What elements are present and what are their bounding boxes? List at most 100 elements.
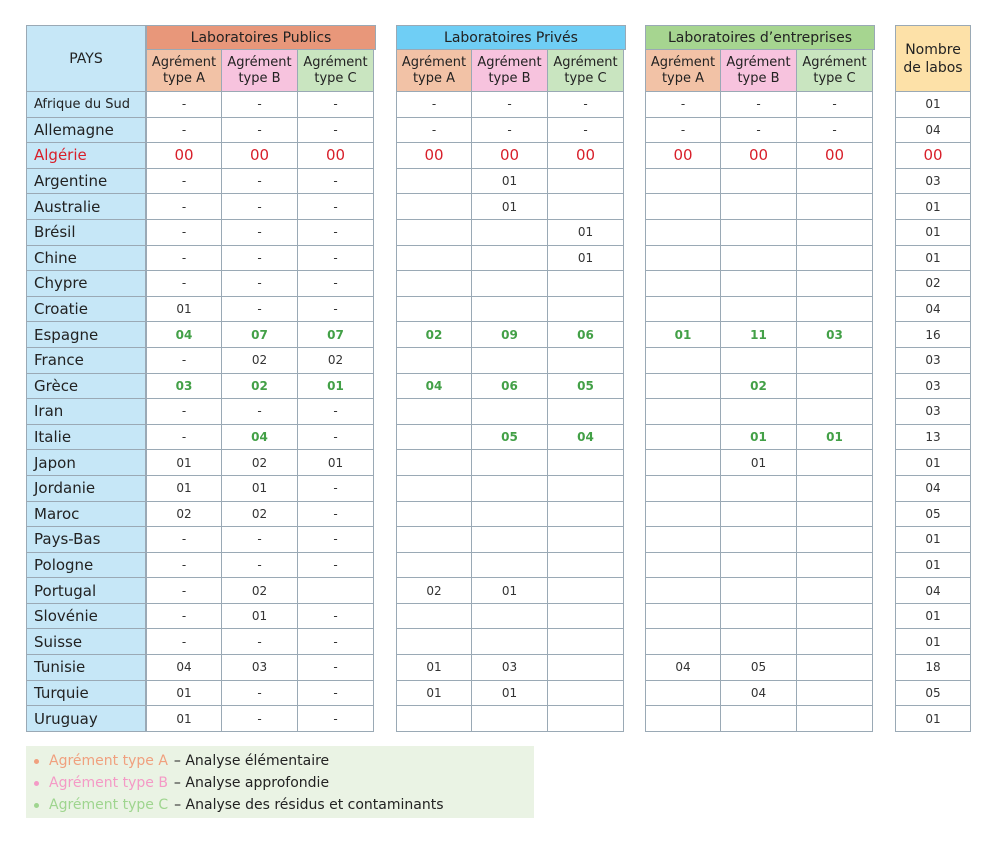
public-type-a-cell: - xyxy=(146,92,222,118)
enterprise-type-b-cell xyxy=(721,603,797,630)
public-row: --- xyxy=(146,92,376,118)
country-cell: Portugal xyxy=(26,578,146,604)
public-row: 04 07 07 xyxy=(146,322,376,348)
public-type-b-cell: - xyxy=(222,296,298,323)
total-cell: 01 xyxy=(895,629,971,656)
public-type-c-cell: - xyxy=(298,92,374,118)
private-type-c-cell: - xyxy=(548,117,624,144)
private-type-b-cell: 05 xyxy=(472,424,548,451)
private-type-a-cell xyxy=(396,347,472,374)
total-cell: 04 xyxy=(895,296,971,323)
private-row xyxy=(396,552,626,579)
enterprise-type-b-cell xyxy=(721,399,797,425)
public-type-a-cell: - xyxy=(146,245,222,272)
enterprise-type-a-cell xyxy=(645,501,721,528)
enterprise-type-b-cell xyxy=(721,168,797,195)
enterprise-row xyxy=(645,578,875,604)
private-row xyxy=(396,271,626,297)
private-type-a-cell xyxy=(396,168,472,195)
private-type-a-cell xyxy=(396,475,472,502)
enterprise-type-b-cell: 05 xyxy=(721,655,797,681)
public-type-a-cell: 01 xyxy=(146,450,222,476)
enterprise-row xyxy=(645,706,875,732)
private-row xyxy=(396,527,626,553)
country-cell: Algérie xyxy=(26,143,146,169)
enterprise-type-b-cell: 01 xyxy=(721,424,797,451)
country-cell: Italie xyxy=(26,424,146,451)
enterprise-type-c-cell xyxy=(797,475,873,502)
public-type-c-cell: 02 xyxy=(298,347,374,374)
enterprise-type-a-cell: 04 xyxy=(645,655,721,681)
public-type-c-cell: 01 xyxy=(298,373,374,400)
enterprise-type-b-cell xyxy=(721,475,797,502)
total-cell: 05 xyxy=(895,501,971,528)
private-type-b-cell xyxy=(472,296,548,323)
country-cell: Suisse xyxy=(26,629,146,656)
enterprise-row xyxy=(645,194,875,220)
enterprise-type-a-cell xyxy=(645,629,721,656)
enterprise-type-a-cell xyxy=(645,552,721,579)
private-type-c-cell: 06 xyxy=(548,322,624,348)
enterprise-type-b-header: Agrément type B xyxy=(721,50,797,92)
private-row: 01 xyxy=(396,219,626,246)
enterprise-type-c-cell: 01 xyxy=(797,424,873,451)
enterprise-row: 00 00 00 xyxy=(645,143,875,169)
enterprise-type-b-cell xyxy=(721,578,797,604)
public-type-c-cell: - xyxy=(298,475,374,502)
public-row: --- xyxy=(146,245,376,272)
total-cell: 03 xyxy=(895,399,971,425)
public-type-a-cell: - xyxy=(146,527,222,553)
enterprise-type-c-cell: - xyxy=(797,92,873,118)
enterprise-type-a-cell xyxy=(645,219,721,246)
public-type-c-cell: - xyxy=(298,219,374,246)
public-type-b-cell: 07 xyxy=(222,322,298,348)
public-type-a-cell: - xyxy=(146,168,222,195)
enterprise-type-a-cell xyxy=(645,603,721,630)
country-cell: Allemagne xyxy=(26,117,146,144)
private-row: 05 04 xyxy=(396,424,626,451)
public-type-b-cell: 02 xyxy=(222,501,298,528)
country-column: PAYS Afrique du Sud Allemagne Algérie Argen… xyxy=(26,25,146,732)
enterprise-type-c-cell xyxy=(797,552,873,579)
private-type-b-cell: - xyxy=(472,117,548,144)
public-type-c-cell: 07 xyxy=(298,322,374,348)
public-labs-body: - - - - - -00 00 00- - - - - - - - - - - - - - -01- -04 07 07-02… xyxy=(146,92,376,732)
private-row xyxy=(396,501,626,528)
private-type-c-cell: - xyxy=(548,92,624,118)
private-row: 01 03 xyxy=(396,655,626,681)
private-row: 01 xyxy=(396,194,626,220)
enterprise-row: --- xyxy=(645,92,875,118)
private-type-a-cell xyxy=(396,501,472,528)
country-cell: Slovénie xyxy=(26,603,146,630)
total-cell: 01 xyxy=(895,450,971,476)
private-type-c-cell xyxy=(548,501,624,528)
private-labs-body: - - - - - -00 00 00 01 01 01 01 02 09 06 04 06 05 05 04 02 01… xyxy=(396,92,626,732)
country-cell: Jordanie xyxy=(26,475,146,502)
enterprise-type-c-cell: 03 xyxy=(797,322,873,348)
public-type-c-cell: - xyxy=(298,655,374,681)
public-row: -04- xyxy=(146,424,376,451)
public-type-b-cell: 02 xyxy=(222,373,298,400)
private-type-a-cell: 01 xyxy=(396,680,472,707)
private-row xyxy=(396,450,626,476)
country-cell: Maroc xyxy=(26,501,146,528)
private-type-b-cell xyxy=(472,399,548,425)
private-type-b-cell xyxy=(472,706,548,732)
total-cell: 02 xyxy=(895,271,971,297)
public-type-a-cell: - xyxy=(146,399,222,425)
enterprise-row: 01 11 03 xyxy=(645,322,875,348)
public-type-a-cell: - xyxy=(146,424,222,451)
total-cell: 03 xyxy=(895,373,971,400)
private-row: 01 xyxy=(396,168,626,195)
private-type-b-cell xyxy=(472,552,548,579)
public-type-a-cell: 00 xyxy=(146,143,222,169)
enterprise-type-c-cell xyxy=(797,501,873,528)
enterprise-type-b-cell: - xyxy=(721,117,797,144)
public-type-c-cell: 01 xyxy=(298,450,374,476)
enterprise-type-b-cell: 00 xyxy=(721,143,797,169)
private-type-c-cell xyxy=(548,680,624,707)
enterprise-type-c-cell xyxy=(797,168,873,195)
total-column: Nombre de labos 01 04 00 03 01 01 01 02 04 16 03 03… xyxy=(895,25,971,732)
public-type-c-cell: - xyxy=(298,629,374,656)
private-type-b-cell xyxy=(472,603,548,630)
